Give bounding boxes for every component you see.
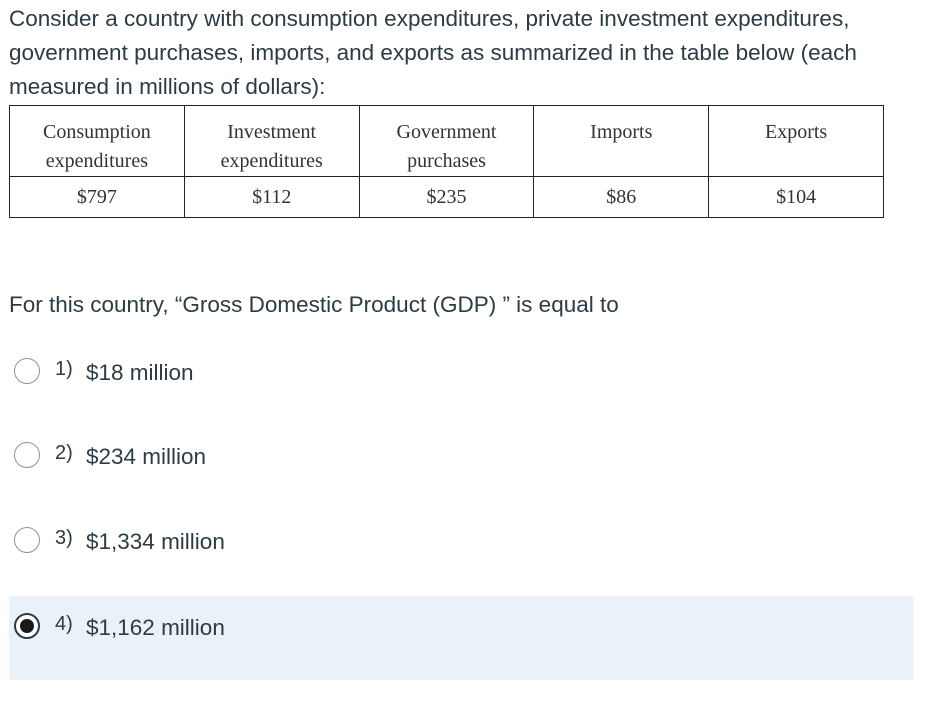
option-number: 1) bbox=[55, 358, 73, 380]
header-government: Government purchases bbox=[358, 105, 535, 177]
value-investment: $112 bbox=[183, 176, 360, 218]
header-investment: Investment expenditures bbox=[183, 105, 360, 177]
header-consumption: Consumption expenditures bbox=[9, 105, 185, 177]
expenditure-table: Consumption expenditures Investment expe… bbox=[9, 105, 884, 218]
header-imports: Imports bbox=[533, 105, 710, 177]
radio-selected-dot-icon bbox=[20, 619, 34, 633]
table-header-row: Consumption expenditures Investment expe… bbox=[9, 105, 884, 177]
option-number: 2) bbox=[55, 442, 73, 464]
option-text[interactable]: $234 million bbox=[86, 444, 207, 469]
option-text[interactable]: $18 million bbox=[86, 360, 194, 385]
header-exports: Exports bbox=[708, 105, 884, 177]
question-prompt: For this country, “Gross Domestic Produc… bbox=[9, 292, 619, 317]
radio-button-4-selected[interactable] bbox=[14, 613, 40, 639]
answer-option-3[interactable]: 3) $1,334 million bbox=[9, 510, 913, 594]
radio-button-3[interactable] bbox=[14, 527, 40, 553]
answer-option-4[interactable]: 4) $1,162 million bbox=[9, 596, 913, 680]
value-consumption: $797 bbox=[9, 176, 185, 218]
option-text[interactable]: $1,162 million bbox=[86, 615, 225, 640]
value-government: $235 bbox=[358, 176, 535, 218]
radio-button-2[interactable] bbox=[14, 442, 40, 468]
table-row: $797 $112 $235 $86 $104 bbox=[9, 176, 884, 218]
radio-button-1[interactable] bbox=[14, 358, 40, 384]
value-imports: $86 bbox=[533, 176, 710, 218]
question-intro: Consider a country with consumption expe… bbox=[9, 6, 857, 99]
option-number: 3) bbox=[55, 527, 73, 549]
option-text[interactable]: $1,334 million bbox=[86, 529, 225, 554]
value-exports: $104 bbox=[708, 176, 884, 218]
option-number: 4) bbox=[55, 613, 73, 635]
answer-option-2[interactable]: 2) $234 million bbox=[9, 425, 913, 509]
answer-option-1[interactable]: 1) $18 million bbox=[9, 341, 913, 425]
